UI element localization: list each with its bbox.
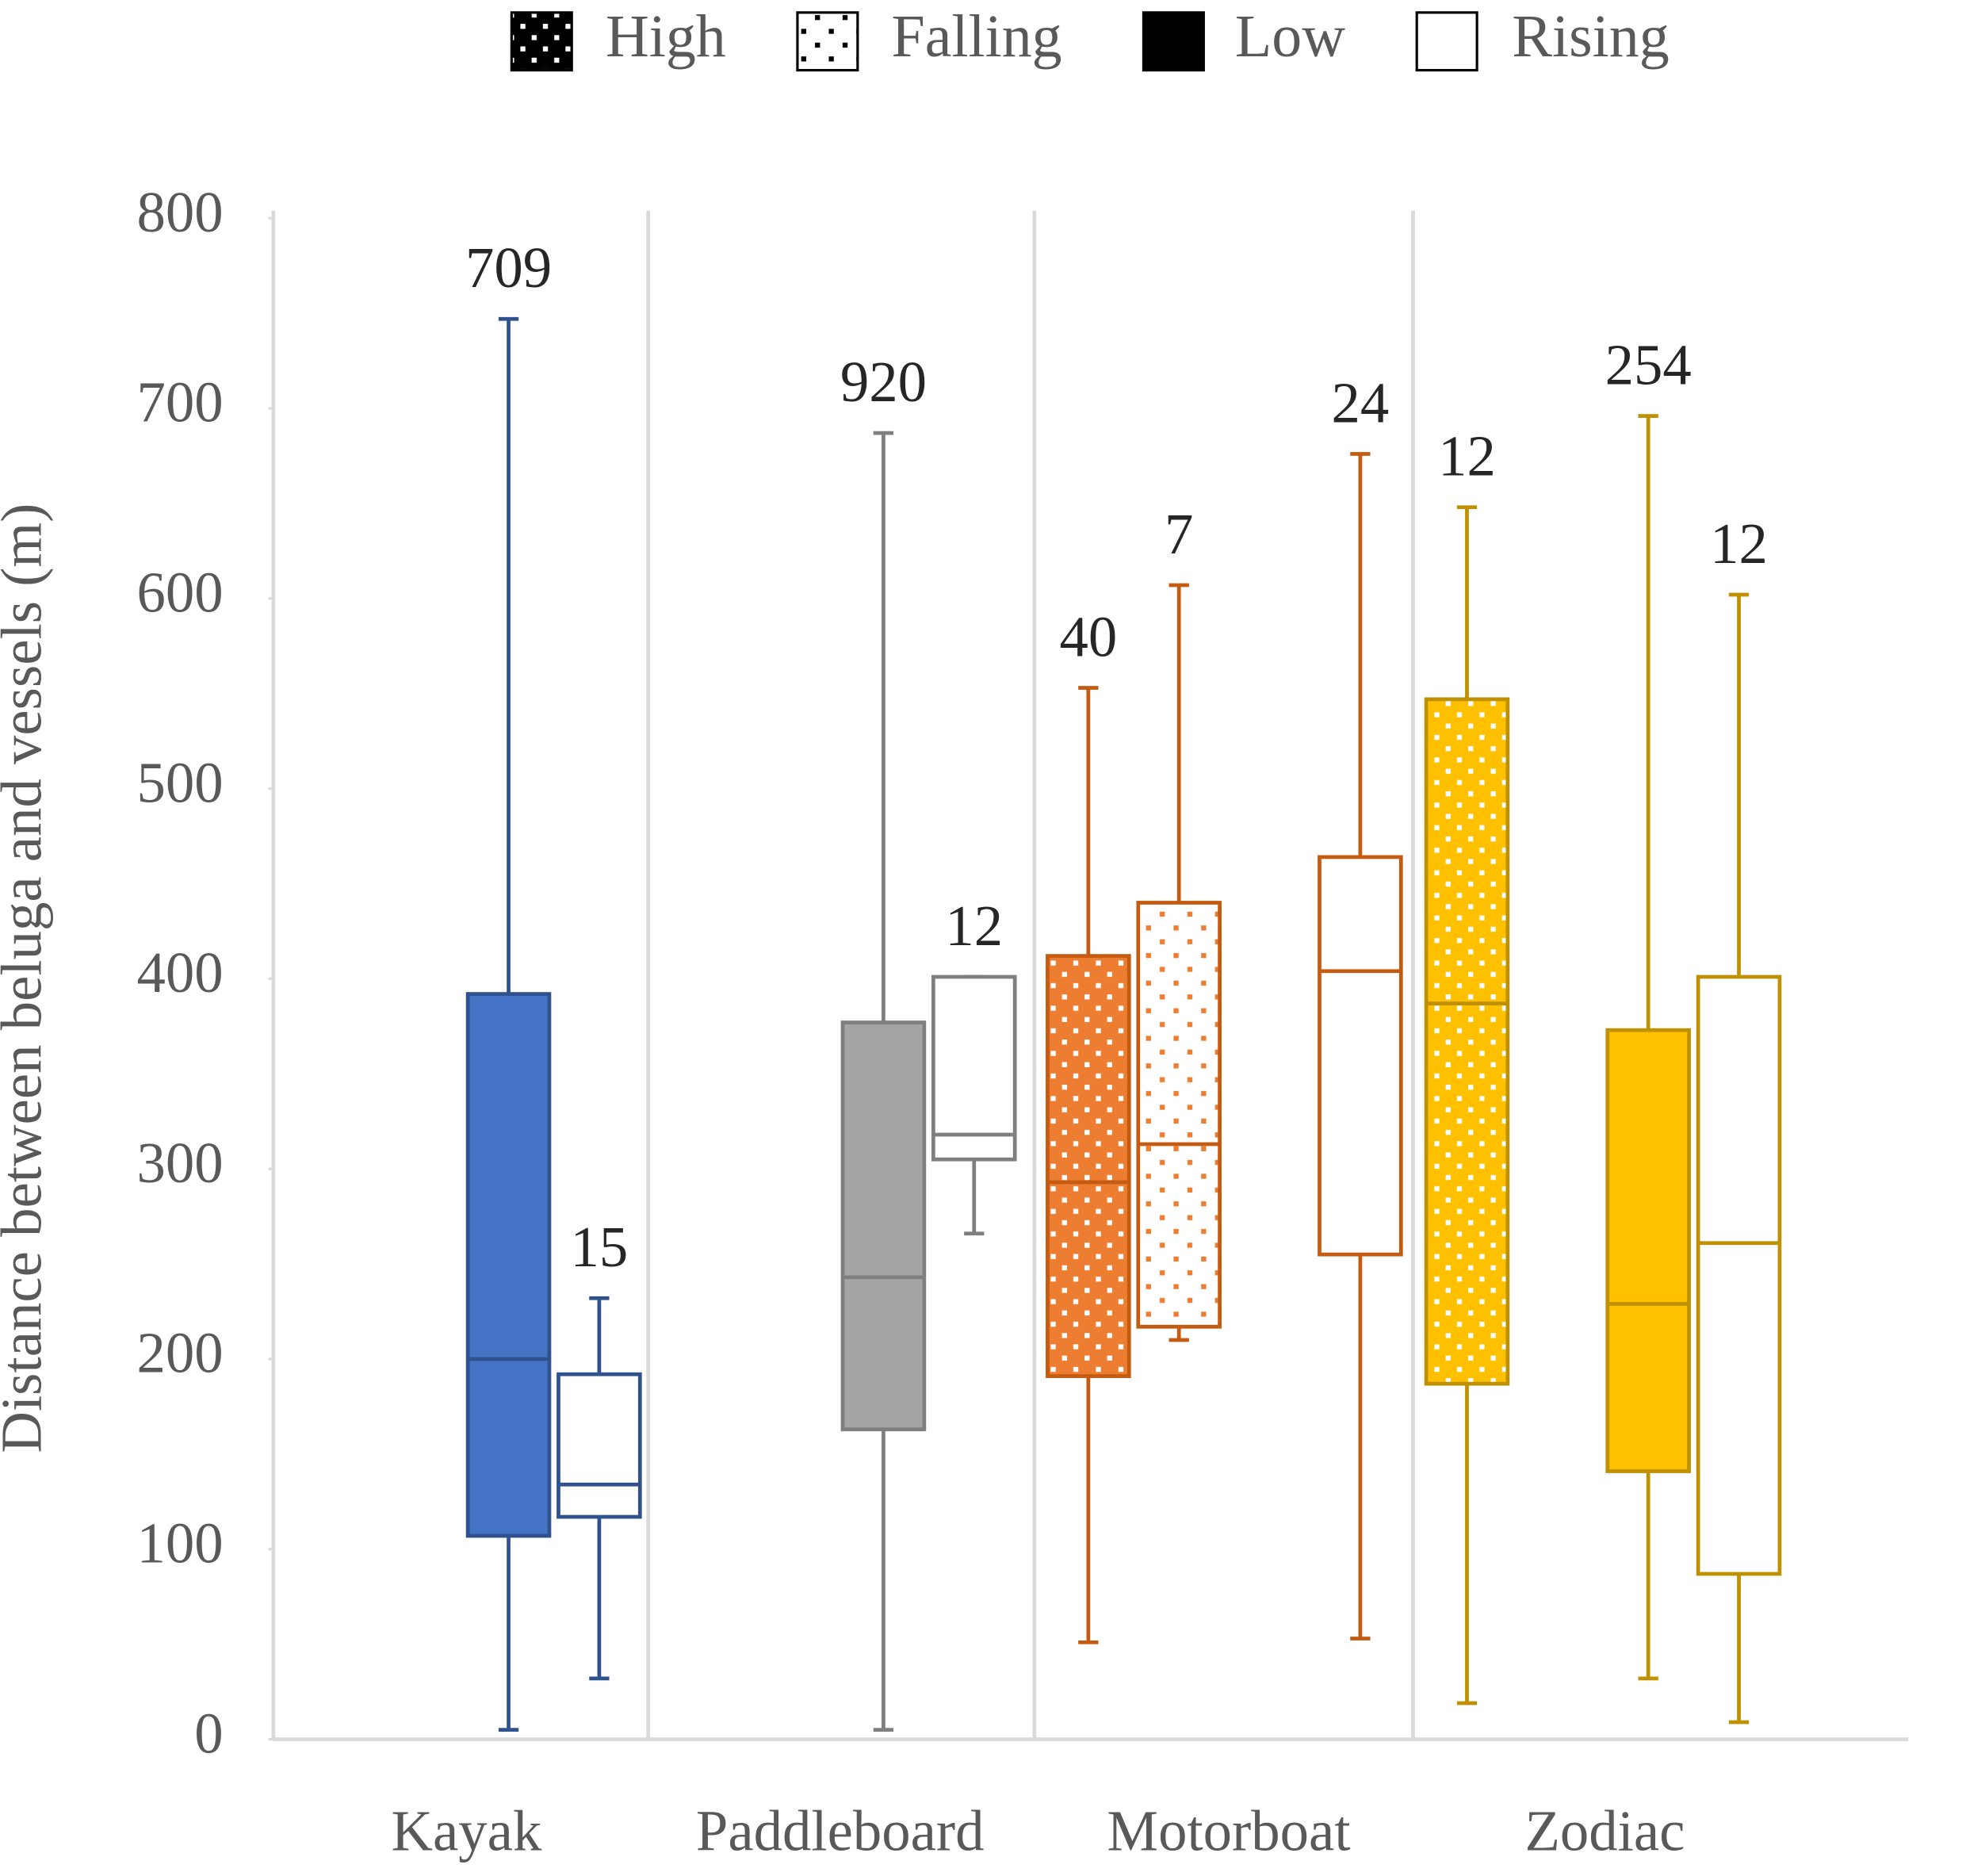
box [1424, 697, 1510, 1386]
y-tick-label: 800 [136, 180, 223, 244]
y-tick-label: 400 [136, 940, 223, 1005]
legend-swatch [1142, 11, 1205, 72]
n-label: 15 [571, 1215, 629, 1279]
n-label: 7 [1165, 502, 1193, 566]
n-label: 12 [945, 894, 1003, 958]
x-tick-label: Kayak [391, 1799, 541, 1863]
box [465, 992, 552, 1538]
y-tick-label: 700 [136, 370, 223, 435]
n-label: 40 [1059, 604, 1117, 668]
legend-label: Rising [1512, 3, 1669, 70]
legend-swatch [510, 11, 573, 72]
box [1136, 901, 1222, 1329]
legend-label: Falling [892, 3, 1062, 70]
n-label: 254 [1605, 332, 1692, 396]
n-label: 24 [1332, 370, 1390, 435]
y-axis-label: Distance between beluga and vessels (m) [0, 503, 54, 1453]
n-label: 12 [1438, 423, 1496, 488]
box [1696, 974, 1782, 1576]
x-tick-label: Zodiac [1524, 1799, 1685, 1863]
legend-swatch [1415, 11, 1478, 72]
legend-swatch [796, 11, 859, 72]
y-tick-label: 200 [136, 1321, 223, 1385]
x-tick-label: Paddleboard [696, 1799, 985, 1863]
n-label: 920 [840, 350, 927, 414]
box [1046, 954, 1131, 1378]
x-tick-label: Motorboat [1107, 1799, 1350, 1863]
n-label: 12 [1710, 511, 1768, 576]
y-tick-label: 0 [194, 1701, 223, 1765]
box [840, 1020, 927, 1432]
box [931, 974, 1017, 1162]
box [1605, 1028, 1691, 1473]
y-tick-label: 300 [136, 1131, 223, 1195]
y-tick-label: 600 [136, 560, 223, 624]
legend-label: High [606, 3, 726, 70]
box [1318, 855, 1403, 1257]
n-label: 709 [465, 235, 552, 300]
box [557, 1372, 642, 1519]
y-tick-label: 100 [136, 1511, 223, 1575]
legend-label: Low [1235, 3, 1345, 70]
y-tick-label: 500 [136, 750, 223, 814]
